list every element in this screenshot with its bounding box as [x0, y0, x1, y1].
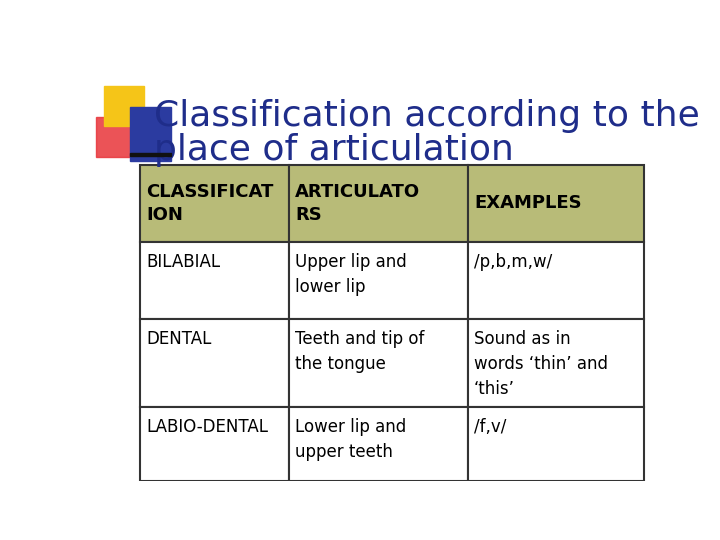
- Bar: [96, 117, 137, 157]
- Text: ARTICULATO
RS: ARTICULATO RS: [295, 183, 420, 224]
- Text: Classification according to the: Classification according to the: [153, 99, 699, 133]
- Bar: [140, 408, 289, 481]
- Bar: [104, 86, 144, 126]
- Bar: [289, 408, 468, 481]
- Text: Lower lip and
upper teeth: Lower lip and upper teeth: [295, 418, 406, 461]
- Bar: [468, 242, 644, 319]
- Text: LABIO-DENTAL: LABIO-DENTAL: [147, 418, 269, 436]
- Bar: [140, 242, 289, 319]
- Text: place of articulation: place of articulation: [153, 132, 513, 166]
- Bar: [468, 165, 644, 242]
- Text: /f,v/: /f,v/: [474, 418, 506, 436]
- Bar: [130, 153, 171, 156]
- Text: Teeth and tip of
the tongue: Teeth and tip of the tongue: [295, 330, 425, 373]
- Bar: [468, 319, 644, 408]
- Text: /p,b,m,w/: /p,b,m,w/: [474, 253, 552, 271]
- Text: Sound as in
words ‘thin’ and
‘this’: Sound as in words ‘thin’ and ‘this’: [474, 330, 608, 397]
- Text: CLASSIFICAT
ION: CLASSIFICAT ION: [147, 183, 274, 224]
- Text: BILABIAL: BILABIAL: [147, 253, 221, 271]
- Bar: [140, 319, 289, 408]
- Bar: [140, 165, 289, 242]
- Bar: [289, 165, 468, 242]
- Text: EXAMPLES: EXAMPLES: [474, 194, 582, 212]
- Bar: [289, 242, 468, 319]
- Text: DENTAL: DENTAL: [147, 330, 212, 348]
- Text: Upper lip and
lower lip: Upper lip and lower lip: [295, 253, 407, 296]
- Bar: [289, 319, 468, 408]
- Bar: [468, 408, 644, 481]
- Bar: [130, 107, 171, 161]
